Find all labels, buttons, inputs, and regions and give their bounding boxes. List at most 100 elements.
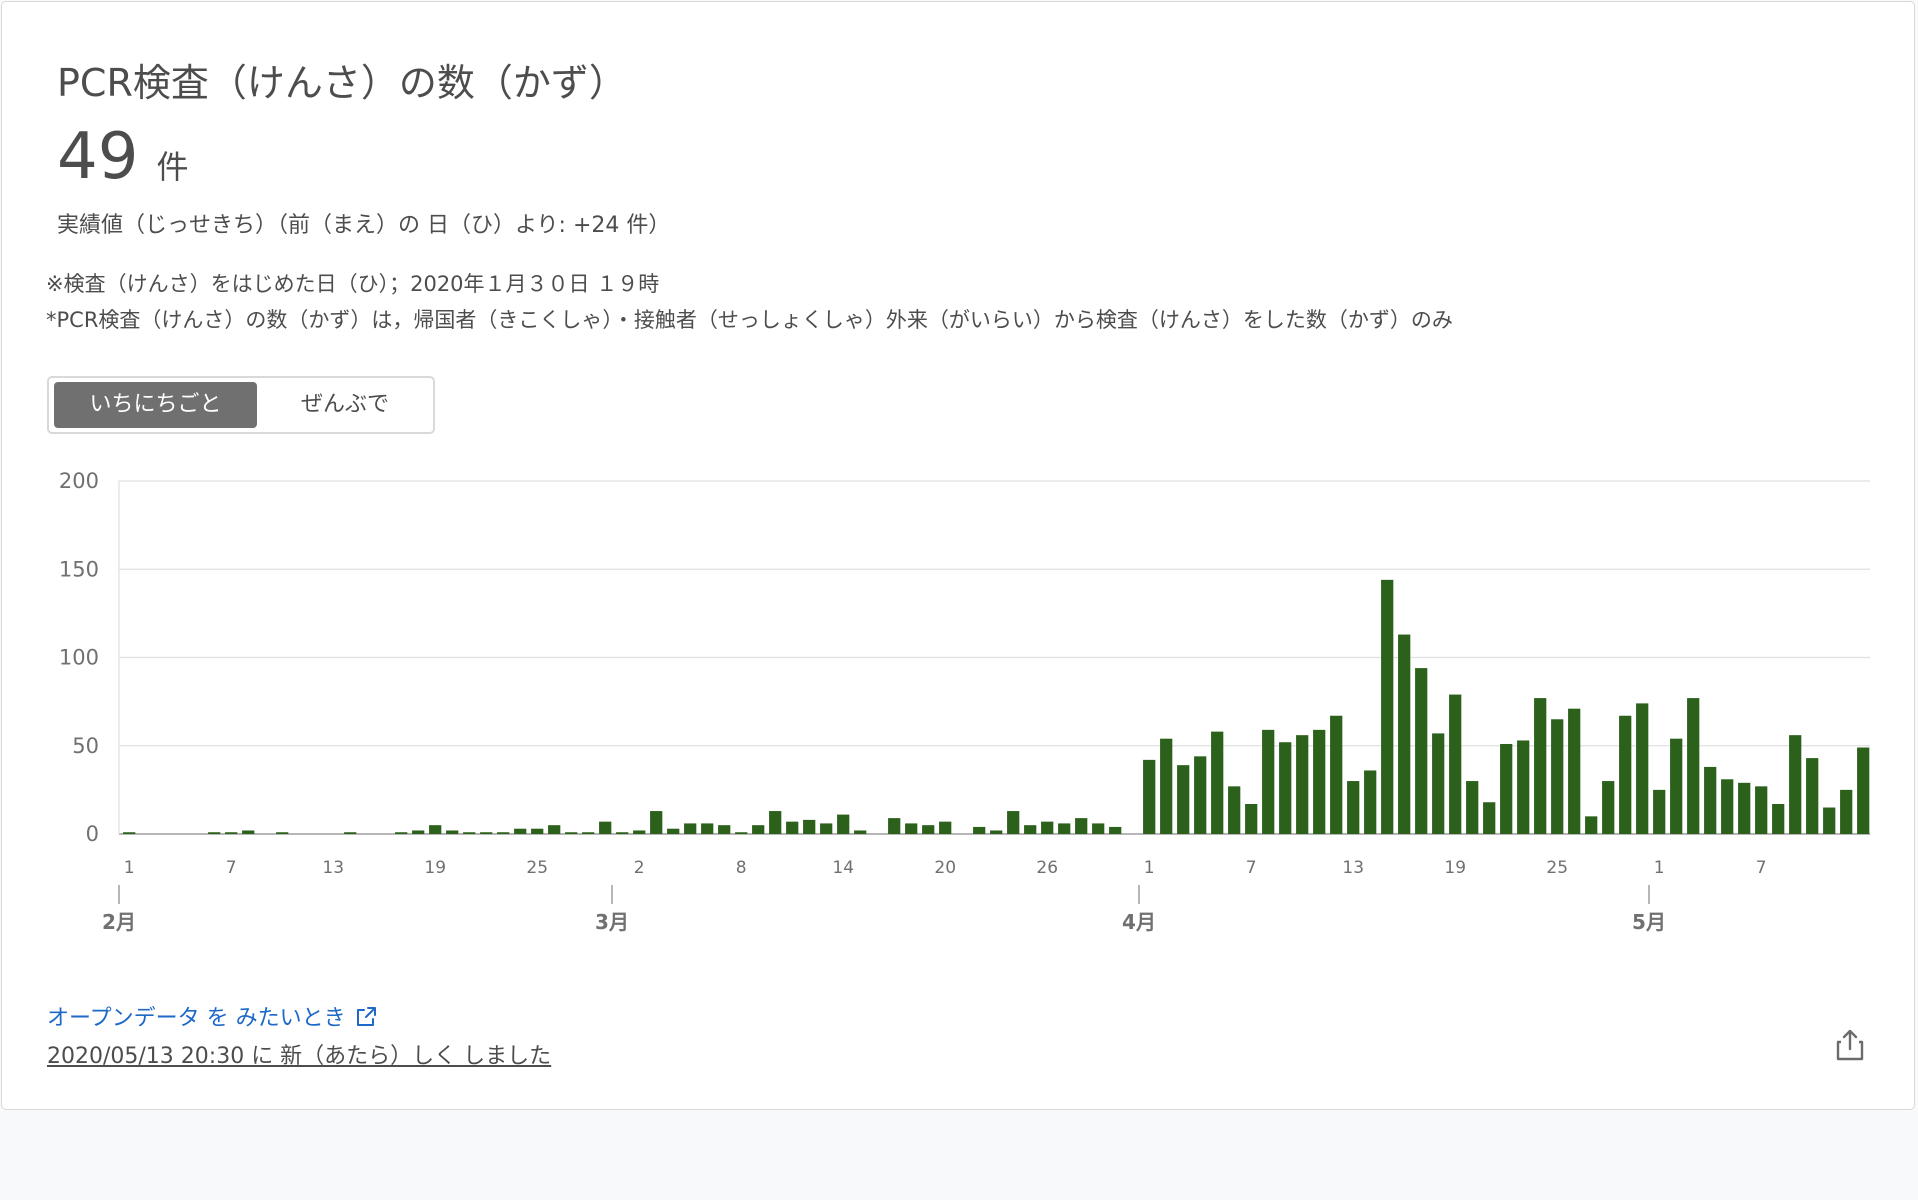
bar — [1245, 803, 1258, 834]
data-type-toggle: いちにちごと ぜんぶで — [47, 376, 435, 434]
x-tick-label: 13 — [322, 858, 344, 878]
bar — [616, 832, 629, 834]
bar — [1109, 826, 1122, 834]
bar — [1143, 759, 1156, 834]
card-title: PCR検査（けんさ）の数（かず） — [57, 61, 627, 105]
bar — [1347, 781, 1360, 834]
headline-subtitle: 実績値（じっせきち）（前（まえ）の 日（ひ）より: +24 件） — [57, 213, 671, 238]
bar — [208, 832, 221, 834]
bar — [939, 821, 952, 834]
bar — [429, 825, 442, 834]
bar — [837, 814, 850, 834]
bar — [480, 832, 493, 834]
open-data-link[interactable]: オープンデータ を みたいとき — [47, 1000, 378, 1032]
bar — [1806, 758, 1819, 834]
x-tick-label: 13 — [1342, 858, 1364, 878]
x-tick-label: 7 — [226, 858, 237, 878]
bar — [1194, 756, 1207, 834]
y-tick-label: 100 — [59, 646, 99, 670]
share-icon[interactable] — [1834, 1028, 1866, 1062]
month-label: 5月 — [1632, 910, 1666, 934]
external-link-icon — [356, 1007, 376, 1026]
bar — [497, 832, 510, 834]
bar — [633, 830, 646, 834]
bar — [1517, 740, 1530, 834]
bar — [888, 818, 901, 834]
bar — [1551, 719, 1564, 834]
bar — [344, 832, 357, 834]
bar — [1381, 579, 1394, 834]
note-scope: *PCR検査（けんさ）の数（かず）は，帰国者（きこくしゃ）・接触者（せっしょくし… — [46, 308, 1453, 332]
bar — [1823, 807, 1836, 834]
x-tick-label: 2 — [634, 858, 645, 878]
bar — [1092, 823, 1105, 834]
bar — [1024, 825, 1037, 834]
notes: ※検査（けんさ）をはじめた日（ひ）；2020年１月３０日 １９時 *PCR検査（… — [46, 266, 1453, 338]
bar — [1857, 747, 1870, 834]
bar — [1160, 738, 1173, 834]
bar — [1415, 668, 1428, 834]
bar — [123, 832, 136, 834]
bar — [1432, 733, 1445, 834]
bar — [1466, 781, 1479, 834]
x-tick-label: 1 — [1654, 858, 1665, 878]
bar — [1619, 715, 1632, 834]
open-data-label: オープンデータ を みたいとき — [47, 1006, 346, 1031]
bar — [990, 830, 1003, 834]
bar — [1296, 735, 1309, 834]
bar — [1738, 782, 1751, 834]
bar — [650, 811, 663, 834]
bar — [242, 830, 255, 834]
bar — [463, 832, 476, 834]
bar — [1636, 703, 1649, 834]
x-tick-label: 20 — [934, 858, 956, 878]
bar — [225, 832, 238, 834]
x-tick-label: 8 — [736, 858, 747, 878]
pcr-bar-chart: 0 50 100 150 200 1 7 13 19 25 2 8 14 20 26 1 7 13 19 25 1 7 2月… — [59, 469, 1870, 934]
x-tick-label: 7 — [1756, 858, 1767, 878]
bar — [1687, 698, 1700, 834]
bar — [1211, 731, 1224, 834]
bar — [1704, 766, 1717, 834]
bar — [1330, 715, 1343, 834]
bar — [1075, 818, 1088, 834]
bar — [599, 821, 612, 834]
bar — [582, 832, 595, 834]
bar — [701, 823, 714, 834]
x-tick-label: 26 — [1036, 858, 1058, 878]
x-tick-label: 25 — [1546, 858, 1568, 878]
bar — [1602, 781, 1615, 834]
bar — [1568, 708, 1581, 834]
x-tick-label: 19 — [1444, 858, 1466, 878]
bar — [1228, 786, 1241, 834]
last-updated: 2020/05/13 20:30 に 新（あたら）しく しました — [47, 1044, 552, 1069]
bar — [1840, 789, 1853, 834]
bar — [973, 826, 986, 834]
bar — [1721, 779, 1734, 834]
y-tick-label: 50 — [72, 734, 99, 758]
toggle-cumulative-button[interactable]: ぜんぶで — [300, 392, 389, 417]
bar — [565, 832, 578, 834]
x-tick-label: 1 — [1144, 858, 1155, 878]
bar — [412, 830, 425, 834]
bar — [548, 825, 561, 834]
bar — [1772, 803, 1785, 834]
note-start-date: ※検査（けんさ）をはじめた日（ひ）；2020年１月３０日 １９時 — [46, 272, 660, 296]
bar — [276, 832, 289, 834]
month-label: 3月 — [595, 910, 629, 934]
y-tick-label: 150 — [59, 557, 99, 581]
bar — [1058, 823, 1071, 834]
bar — [769, 811, 782, 834]
bar — [1755, 786, 1768, 834]
bar — [922, 825, 935, 834]
bar — [1262, 729, 1275, 834]
x-tick-label: 7 — [1246, 858, 1257, 878]
bar — [1534, 698, 1547, 834]
bar — [1279, 742, 1292, 834]
bar — [905, 823, 918, 834]
bar — [1177, 765, 1190, 834]
bar — [1500, 743, 1513, 834]
bar — [514, 828, 527, 834]
x-tick-label: 1 — [124, 858, 135, 878]
toggle-daily-button[interactable]: いちにちごと — [54, 382, 257, 428]
